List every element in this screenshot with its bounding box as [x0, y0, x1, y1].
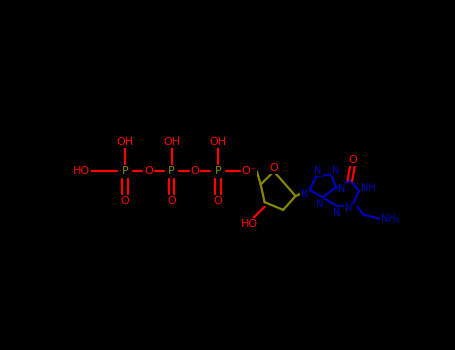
Text: P: P: [168, 166, 175, 176]
Text: O: O: [167, 196, 176, 205]
Text: O: O: [269, 163, 278, 173]
Text: O: O: [191, 166, 199, 176]
Text: P: P: [121, 166, 128, 176]
Text: P: P: [215, 166, 222, 176]
Text: OH: OH: [163, 137, 180, 147]
Text: HO: HO: [73, 166, 90, 176]
Text: N: N: [344, 203, 352, 213]
Text: NH: NH: [361, 183, 376, 193]
Text: N: N: [301, 189, 308, 199]
Text: O: O: [144, 166, 153, 176]
Text: N: N: [316, 199, 324, 209]
Text: N: N: [339, 184, 346, 194]
Text: O⁻: O⁻: [242, 166, 256, 176]
Text: O: O: [349, 155, 357, 165]
Text: N: N: [333, 208, 340, 218]
Text: HO: HO: [241, 219, 258, 229]
Text: O: O: [121, 196, 130, 205]
Text: NH₂: NH₂: [381, 214, 399, 224]
Text: N: N: [332, 166, 339, 176]
Text: O: O: [214, 196, 222, 205]
Text: N: N: [314, 166, 322, 176]
Text: OH: OH: [209, 137, 227, 147]
Text: OH: OH: [116, 137, 134, 147]
